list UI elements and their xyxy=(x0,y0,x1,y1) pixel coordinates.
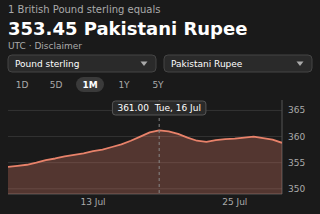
area xyxy=(8,130,282,194)
title: 353.45 Pakistani Rupee xyxy=(8,18,247,39)
y-tick-label: 360 xyxy=(288,132,305,142)
y-tick-label: 350 xyxy=(288,184,305,194)
dropdown-box xyxy=(8,55,156,72)
subtitle: 1 British Pound sterling equals xyxy=(8,4,160,15)
line xyxy=(8,130,282,167)
plot-data xyxy=(8,130,282,194)
tooltip-text: 361.00 Tue, 16 Jul xyxy=(117,103,200,113)
dropdown-label: Pakistani Rupee xyxy=(171,59,243,69)
y-tick-label: 365 xyxy=(288,105,305,115)
dropdown-box xyxy=(164,55,312,72)
dropdown-arrow xyxy=(141,62,148,67)
tab-active-bg xyxy=(76,77,104,92)
tab: 1M xyxy=(82,80,97,90)
tab: 5D xyxy=(50,80,63,90)
dropdown: Pound sterling xyxy=(8,55,156,72)
x-tick-label: 25 Jul xyxy=(222,197,247,207)
tab: 1D xyxy=(16,80,29,90)
y-tick-label: 355 xyxy=(288,158,305,168)
dropdown-label: Pound sterling xyxy=(15,59,79,69)
x-tick-label: 13 Jul xyxy=(80,197,105,207)
tab: 5Y xyxy=(152,80,164,90)
tooltip-box xyxy=(112,101,205,115)
dropdown: Pakistani Rupee xyxy=(164,55,312,72)
note: UTC · Disclaimer xyxy=(8,41,82,51)
chart: 1 British Pound sterling equals 353.45 Pa… xyxy=(0,0,320,214)
tab: 1Y xyxy=(118,80,130,90)
dropdown-arrow xyxy=(297,62,304,67)
tooltip: 361.00 Tue, 16 Jul xyxy=(112,101,205,115)
